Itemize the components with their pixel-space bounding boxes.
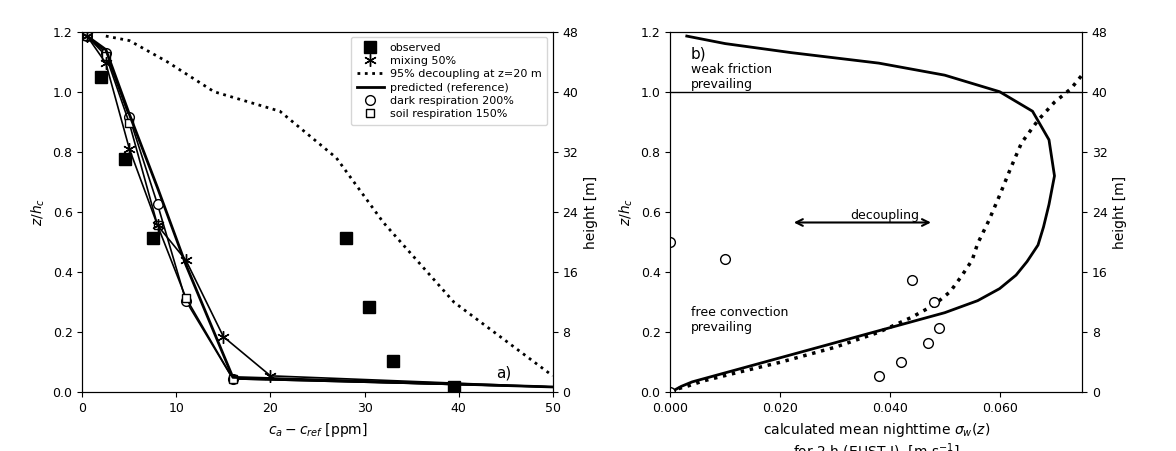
dark respiration 200% <box>99 50 113 55</box>
Text: b): b) <box>690 46 707 61</box>
predicted (reference) <box>122 111 136 117</box>
X-axis label: $c_a - c_{ref}$ [ppm]: $c_a - c_{ref}$ [ppm] <box>268 421 367 439</box>
dark respiration 200% <box>151 202 165 207</box>
soil respiration 150% <box>122 120 136 126</box>
Y-axis label: $z / h_c$: $z / h_c$ <box>617 198 635 226</box>
95% decoupling at z=20 m <box>447 299 461 305</box>
X-axis label: calculated mean nighttime $\sigma_w(z)$
for 2 h (EUST-I)  [m s$^{-1}$]: calculated mean nighttime $\sigma_w(z)$ … <box>762 421 990 451</box>
mixing 50% <box>263 373 278 378</box>
Text: weak friction
prevailing: weak friction prevailing <box>690 63 771 91</box>
predicted (reference) <box>546 384 560 390</box>
dark respiration 200% <box>179 298 193 304</box>
Legend: observed, mixing 50%, 95% decoupling at z=20 m, predicted (reference), dark resp: observed, mixing 50%, 95% decoupling at … <box>350 37 547 125</box>
Y-axis label: height [m]: height [m] <box>583 175 597 249</box>
mixing 50% <box>179 258 193 263</box>
mixing 50% <box>122 146 136 152</box>
Line: mixing 50%: mixing 50% <box>81 30 276 382</box>
dark respiration 200% <box>226 376 240 382</box>
soil respiration 150% <box>80 33 94 39</box>
Line: observed: observed <box>95 71 460 392</box>
Text: free convection
prevailing: free convection prevailing <box>690 306 788 334</box>
95% decoupling at z=20 m <box>99 33 113 39</box>
95% decoupling at z=20 m <box>122 38 136 43</box>
Line: predicted (reference): predicted (reference) <box>87 36 553 387</box>
Text: decoupling: decoupling <box>850 209 918 222</box>
Line: 95% decoupling at z=20 m: 95% decoupling at z=20 m <box>106 36 553 376</box>
95% decoupling at z=20 m <box>273 109 287 114</box>
observed <box>339 235 353 240</box>
95% decoupling at z=20 m <box>546 373 560 378</box>
soil respiration 150% <box>226 376 240 382</box>
observed <box>362 304 376 309</box>
predicted (reference) <box>151 185 165 191</box>
predicted (reference) <box>179 262 193 267</box>
predicted (reference) <box>226 375 240 380</box>
soil respiration 150% <box>151 223 165 228</box>
dark respiration 200% <box>122 115 136 120</box>
Line: dark respiration 200%: dark respiration 200% <box>82 31 238 384</box>
soil respiration 150% <box>179 295 193 300</box>
mixing 50% <box>216 334 230 340</box>
observed <box>447 384 461 390</box>
observed <box>146 235 160 240</box>
Y-axis label: height [m]: height [m] <box>1112 175 1127 249</box>
mixing 50% <box>99 60 113 66</box>
observed <box>386 358 400 364</box>
dark respiration 200% <box>80 33 94 39</box>
mixing 50% <box>151 223 165 228</box>
Text: a): a) <box>496 366 512 381</box>
observed <box>94 74 108 79</box>
95% decoupling at z=20 m <box>160 59 174 64</box>
predicted (reference) <box>99 47 113 52</box>
Line: soil respiration 150%: soil respiration 150% <box>82 32 238 383</box>
soil respiration 150% <box>99 53 113 58</box>
observed <box>118 156 132 162</box>
95% decoupling at z=20 m <box>329 155 343 161</box>
Y-axis label: $z / h_c$: $z / h_c$ <box>29 198 47 226</box>
predicted (reference) <box>80 33 94 39</box>
95% decoupling at z=20 m <box>207 89 221 94</box>
95% decoupling at z=20 m <box>376 220 390 225</box>
mixing 50% <box>80 33 94 39</box>
